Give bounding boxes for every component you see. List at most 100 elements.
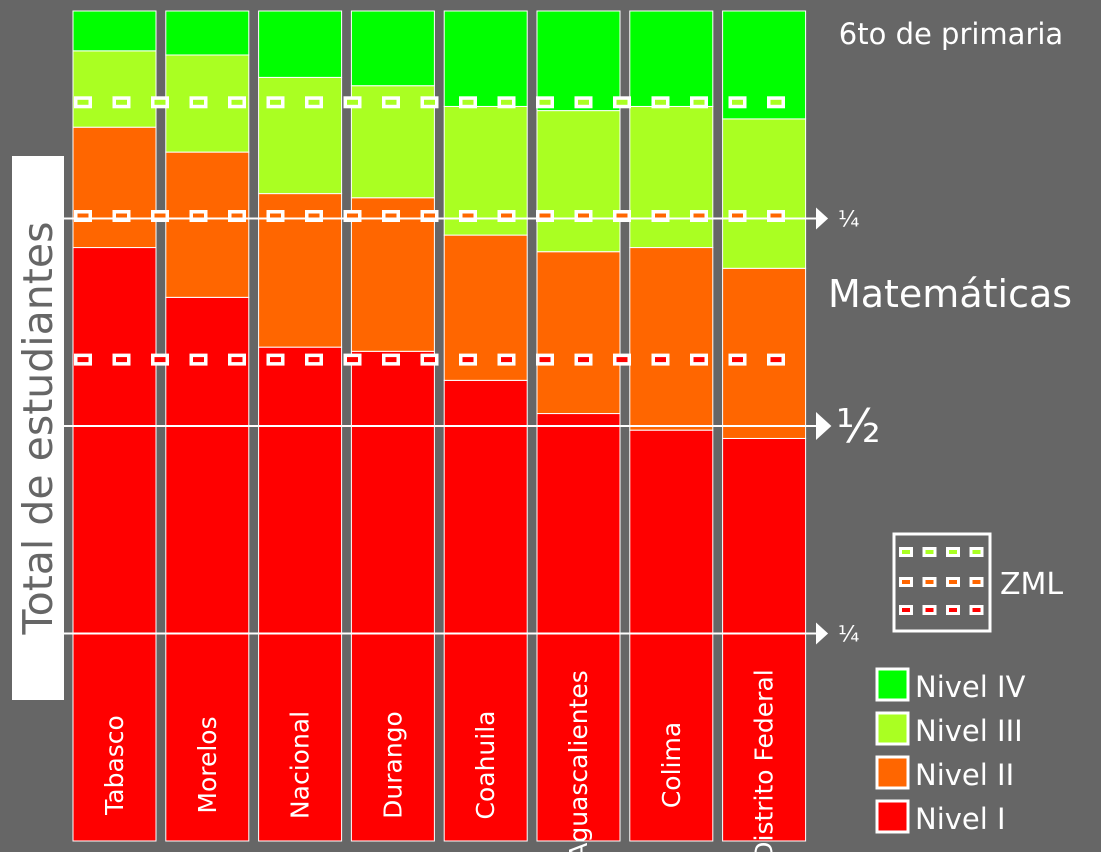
zml-dash-fill [385, 99, 397, 105]
bar-segment-colima-nivel-3 [629, 105, 714, 249]
zml-dash-fill [693, 357, 705, 363]
bar-segment-tabasco-nivel-1 [72, 247, 157, 842]
zml-dash-fill [501, 213, 512, 219]
zml-dash-fill [462, 357, 474, 363]
zml-dash-fill [462, 99, 474, 105]
zml-dash-fill [154, 99, 166, 105]
zml-dash-fill [116, 357, 127, 363]
legend-item-nivel-ii: Nivel II [875, 755, 1014, 792]
bar-segment-nacional-nivel-1 [258, 346, 343, 842]
zml-dash-fill [693, 213, 705, 219]
legend-item-nivel-iv: Nivel IV [875, 667, 1026, 704]
reference-label: ½ [836, 399, 881, 453]
bar-segment-colima-nivel-2 [629, 247, 714, 431]
bar-segment-tabasco-nivel-4 [72, 10, 157, 52]
category-label: Coahuila [471, 711, 500, 820]
zml-legend-dash-fill [925, 580, 934, 584]
bar-segment-colima-nivel-1 [629, 429, 714, 842]
zml-dash-fill [385, 357, 397, 363]
category-label: Nacional [286, 711, 315, 819]
zml-dash-fill [347, 357, 358, 363]
bar-segment-distrito-federal-nivel-2 [722, 267, 807, 439]
reference-label: ¼ [838, 208, 859, 233]
legend-swatch [875, 755, 910, 790]
bar-segment-distrito-federal-nivel-3 [722, 118, 807, 269]
zml-legend-dash-fill [972, 550, 981, 554]
zml-dash-fill [578, 99, 589, 105]
bar-segment-tabasco-nivel-3 [72, 50, 157, 128]
zml-dash-fill [501, 357, 512, 363]
zml-dash-fill [770, 99, 782, 105]
legend: Nivel IV Nivel III Nivel II Nivel I [875, 667, 1026, 836]
reference-line-1: ¼ [64, 622, 859, 648]
zml-legend-dash-fill [972, 580, 981, 584]
zml-legend: ZML [892, 532, 1063, 633]
bar-segment-morelos-nivel-1 [165, 296, 250, 842]
zml-legend-dash-fill [902, 550, 910, 554]
zml-dash-fill [770, 357, 782, 363]
zml-dash-fill [77, 357, 89, 363]
zml-legend-dash-fill [925, 608, 934, 612]
category-labels-layer: Tabasco Morelos Nacional Durango Coahuila Agu… [100, 669, 779, 852]
chart-subtitle: Matemáticas [828, 272, 1072, 316]
zml-dash-fill [270, 99, 281, 105]
zml-dash-fill [385, 213, 397, 219]
bar-segment-durango-nivel-1 [350, 350, 435, 842]
zml-dash-fill [655, 357, 666, 363]
category-label: Distrito Federal [750, 669, 779, 852]
reference-line-2: ½ [64, 399, 881, 453]
bar-segment-nacional-nivel-3 [258, 76, 343, 195]
legend-item-nivel-i: Nivel I [875, 799, 1006, 836]
zml-dash-fill [154, 357, 166, 363]
bar-segment-tabasco-nivel-2 [72, 126, 157, 249]
category-label: Durango [378, 711, 407, 819]
ylabel: Total de estudiantes [14, 222, 62, 636]
zml-dash-fill [732, 99, 743, 105]
category-label: Aguascalientes [564, 670, 593, 852]
bar-segment-aguascalientes-nivel-4 [536, 10, 621, 112]
zml-dash-fill [77, 99, 89, 105]
zml-legend-dash-fill [925, 550, 934, 554]
bar-segment-aguascalientes-nivel-2 [536, 251, 621, 415]
zml-dash-fill [424, 357, 435, 363]
legend-swatch [875, 711, 910, 746]
bar-segment-morelos-nivel-4 [165, 10, 250, 56]
legend-label: Nivel IV [915, 670, 1026, 704]
reference-line-3: ¼ [64, 207, 859, 233]
zml-dash-fill [732, 213, 743, 219]
legend-label: Nivel II [915, 758, 1014, 792]
zml-dash-fill [539, 99, 551, 105]
zml-dash-fill [578, 213, 589, 219]
bar-segment-durango-nivel-4 [350, 10, 435, 87]
zml-dash-fill [270, 213, 281, 219]
zml-dash-fill [116, 99, 127, 105]
bar-segment-morelos-nivel-2 [165, 151, 250, 298]
legend-swatch [875, 799, 910, 834]
zml-dash-fill [116, 213, 127, 219]
category-label: Tabasco [100, 715, 129, 816]
bar-segment-colima-nivel-4 [629, 10, 714, 107]
reference-lines-layer: ¼ ½ ¼ [64, 207, 881, 648]
zml-legend-box [892, 532, 992, 633]
zml-dash-fill [616, 213, 628, 219]
zml-legend-dash-fill [902, 580, 910, 584]
bar-segment-distrito-federal-nivel-1 [722, 437, 807, 842]
zml-line-1 [74, 96, 785, 109]
bar-segment-coahuila-nivel-1 [443, 379, 528, 842]
category-label: Colima [657, 722, 686, 808]
zml-legend-rows [899, 547, 984, 615]
zml-dash-fill [655, 213, 666, 219]
bar-segment-aguascalientes-nivel-1 [536, 413, 621, 842]
category-label: Morelos [193, 716, 222, 813]
zml-dash-fill [616, 357, 628, 363]
bar-segment-aguascalientes-nivel-3 [536, 110, 621, 253]
zml-dash-fill [462, 213, 474, 219]
zml-dash-fill [424, 213, 435, 219]
reference-arrow [816, 622, 829, 645]
legend-label: Nivel I [915, 802, 1006, 836]
zml-dash-fill [501, 99, 512, 105]
chart-title: 6to de primaria [839, 17, 1063, 51]
zml-dash-fill [578, 357, 589, 363]
zml-dash-fill [655, 99, 666, 105]
